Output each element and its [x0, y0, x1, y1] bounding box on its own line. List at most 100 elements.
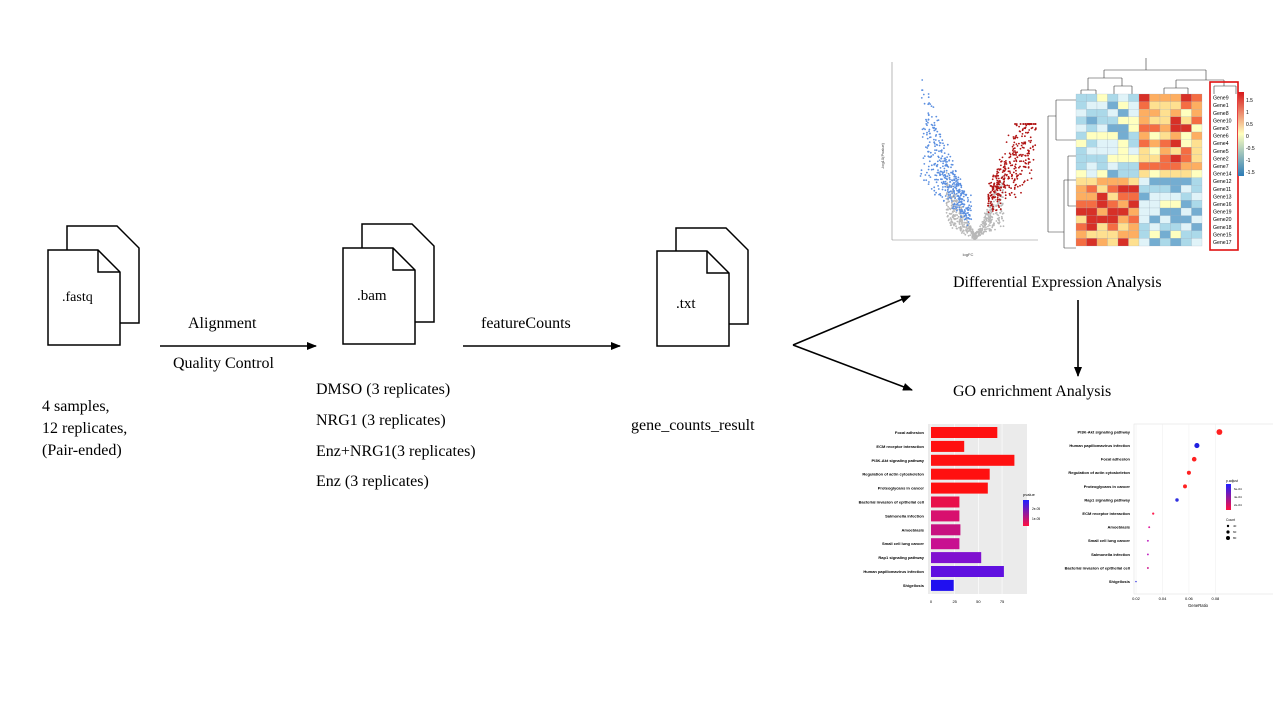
heatmap-cell: [1096, 147, 1108, 155]
volcano-point-ns: [979, 228, 982, 231]
volcano-point-ns: [954, 223, 957, 225]
volcano-point-down: [958, 188, 961, 191]
volcano-point-down: [944, 175, 947, 178]
heatmap-cell: [1128, 116, 1140, 125]
volcano-point-up: [1015, 143, 1018, 145]
volcano-point-down: [947, 197, 949, 200]
volcano-point-up: [992, 188, 995, 190]
volcano-point-down: [948, 176, 951, 179]
volcano-point-up: [1029, 161, 1031, 163]
volcano-point-ns: [955, 199, 958, 201]
volcano-point-up: [1014, 163, 1017, 166]
volcano-point-down: [928, 181, 930, 183]
volcano-point-ns: [988, 224, 990, 226]
heatmap-gene-label: Gene9: [1213, 96, 1229, 102]
volcano-point-up: [998, 206, 1000, 209]
heatmap-cell: [1159, 109, 1171, 117]
volcano-point-down: [959, 208, 961, 211]
heatmap-cell: [1096, 162, 1108, 171]
volcano-point-ns: [995, 205, 997, 208]
volcano-point-ns: [968, 226, 971, 229]
gobar-category-label: Bacterial invasion of epithelial cell: [859, 500, 924, 505]
godot-point: [1183, 484, 1187, 489]
volcano-point-down: [943, 144, 946, 147]
volcano-point-down: [956, 181, 959, 184]
volcano-point-down: [927, 96, 930, 99]
godot-point: [1146, 567, 1149, 569]
volcano-point-down: [966, 217, 968, 219]
volcano-point-down: [969, 215, 971, 217]
volcano-point-up: [1004, 191, 1007, 194]
heatmap-top-dendrogram: [1080, 58, 1237, 94]
volcano-point-down: [927, 121, 929, 124]
volcano-point-up: [991, 178, 994, 181]
gobar-bar: [931, 496, 960, 508]
heatmap-gene-label: Gene13: [1213, 194, 1232, 200]
heatmap-cell: [1128, 101, 1140, 110]
volcano-point-up: [1004, 169, 1006, 172]
volcano-point-down: [935, 164, 938, 167]
volcano-point-down: [937, 188, 940, 190]
volcano-point-down: [956, 195, 959, 198]
heatmap-cell: [1117, 116, 1129, 125]
heatmap-cell: [1117, 177, 1129, 186]
volcano-point-down: [959, 215, 962, 218]
volcano-point-down: [954, 197, 956, 200]
volcano-point-ns: [955, 211, 958, 214]
volcano-point-down: [932, 106, 935, 108]
heatmap-cell: [1159, 200, 1171, 209]
volcano-point-up: [1015, 134, 1018, 137]
volcano-point-ns: [990, 219, 993, 222]
volcano-point-up: [1015, 154, 1018, 156]
heatmap-cell: [1170, 230, 1182, 239]
volcano-point-ns: [954, 218, 956, 221]
godot-count-tick-2: 80: [1233, 536, 1237, 540]
volcano-point-down: [942, 160, 944, 163]
volcano-point-up: [991, 185, 993, 188]
heatmap-cell: [1128, 230, 1140, 239]
volcano-point-up: [1024, 154, 1027, 157]
volcano-point-down: [965, 193, 968, 196]
volcano-point-ns: [985, 223, 988, 226]
volcano-point-ns: [947, 195, 950, 198]
volcano-point-down: [928, 174, 930, 177]
volcano-point-down: [933, 141, 936, 143]
volcano-point-down: [952, 185, 955, 188]
volcano-point-up: [1006, 173, 1008, 176]
volcano-point-down: [949, 181, 951, 183]
volcano-point-down: [945, 158, 947, 161]
volcano-point-down: [957, 183, 960, 186]
volcano-point-ns: [983, 223, 986, 226]
heatmap-cell: [1075, 169, 1087, 178]
heatmap-cell: [1170, 131, 1182, 140]
volcano-point-down: [934, 178, 936, 181]
gobar-category-label: Focal adhesion: [895, 430, 925, 435]
volcano-point-up: [1005, 160, 1007, 162]
volcano-point-up: [992, 190, 995, 193]
godot-point: [1152, 512, 1155, 515]
gobar-bar: [931, 482, 988, 494]
volcano-point-down: [961, 208, 963, 211]
volcano-point-down: [948, 174, 951, 177]
heatmap-cell: [1180, 192, 1192, 201]
volcano-point-up: [1004, 168, 1007, 170]
heatmap-cell: [1086, 109, 1098, 117]
heatmap-cell: [1086, 154, 1098, 163]
heatmap-cell: [1107, 169, 1119, 178]
volcano-point-down: [921, 89, 924, 91]
volcano-point-down: [941, 173, 944, 175]
heatmap-cell: [1107, 177, 1119, 186]
volcano-point-up: [1013, 188, 1016, 190]
heatmap-gene-label: Gene3: [1213, 126, 1229, 132]
heatmap-color-scale: [1238, 92, 1244, 176]
volcano-point-down: [952, 170, 954, 172]
volcano-point-up: [1015, 172, 1018, 175]
heatmap-cell: [1159, 124, 1171, 133]
volcano-point-up: [1029, 147, 1032, 150]
volcano-point-down: [966, 196, 969, 199]
volcano-point-up: [1015, 124, 1018, 127]
volcano-point-ns: [954, 193, 957, 196]
gobar-category-label: Rap1 signaling pathway: [878, 555, 924, 560]
volcano-point-ns: [1001, 196, 1004, 199]
